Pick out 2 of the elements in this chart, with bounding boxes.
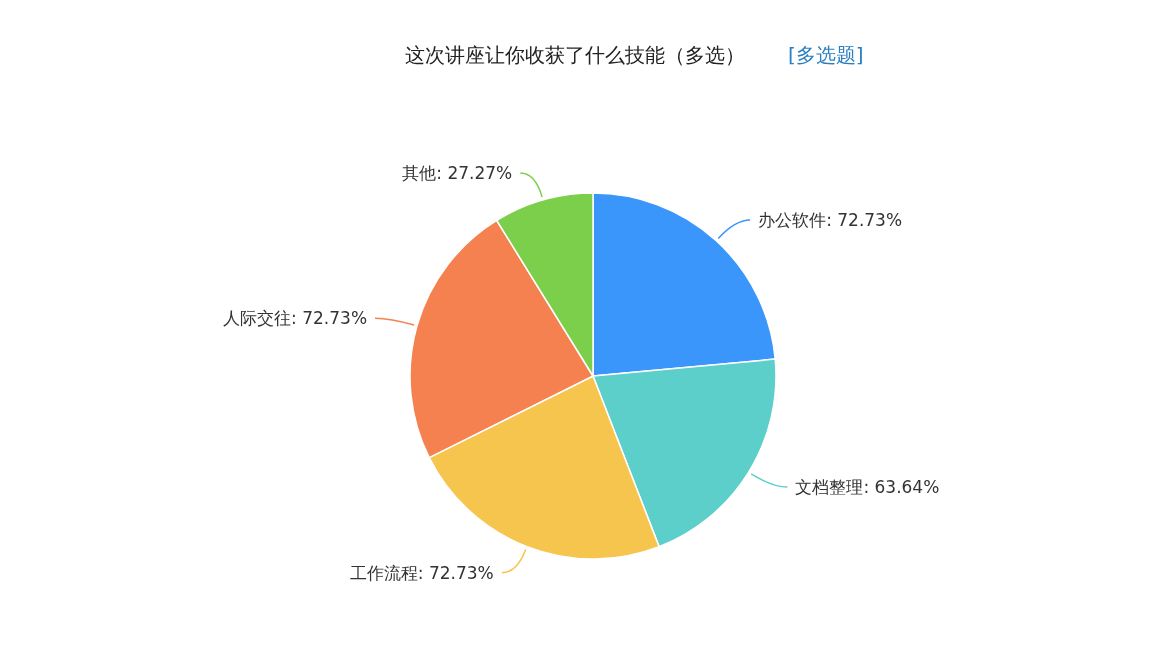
subtitle: [多选题] [788,43,864,67]
title: 这次讲座让你收获了什么技能（多选） [405,43,745,67]
